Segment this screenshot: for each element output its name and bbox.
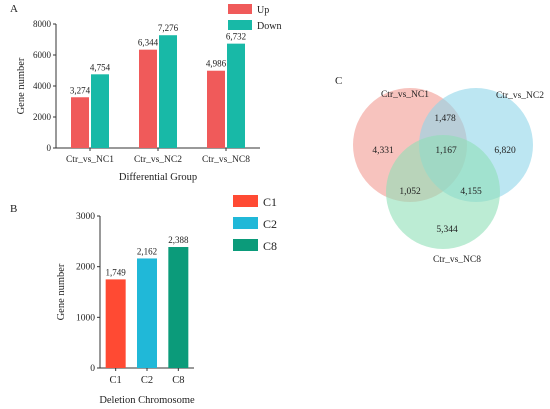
- venn-region-only-nc2: 6,820: [494, 146, 516, 156]
- panel-b-y-tick-label: 1000: [76, 313, 95, 323]
- venn-circle-ctr_vs_nc8: [386, 135, 500, 249]
- panel-b-x-tick-label: C2: [141, 375, 153, 386]
- panel-a-y-tick-label: 6000: [33, 50, 52, 60]
- panel-a-bar-down: [159, 35, 177, 148]
- panel-a-chart: 0 2000 4000 6000 8000 3,274 4,754 Ctr_vs_NC1 6,3…: [16, 4, 281, 183]
- panel-b-x-axis-label: Deletion Chromosome: [99, 395, 195, 406]
- panel-b-letter: B: [10, 203, 17, 215]
- panel-a-bar-up: [71, 97, 89, 148]
- panel-c-venn: Ctr_vs_NC1 Ctr_vs_NC2 Ctr_vs_NC8 4,331 6,820…: [353, 88, 544, 265]
- panel-a-legend-swatch: [228, 20, 252, 30]
- panel-b-bar-c8: [168, 247, 189, 368]
- panel-b-y-tick-label: 3000: [76, 212, 95, 222]
- panel-a-y-tick-label: 8000: [33, 19, 52, 29]
- panel-b-bar-c1: [105, 279, 126, 368]
- panel-a-bar-down: [227, 43, 245, 148]
- panel-a-letter: A: [10, 3, 18, 15]
- panel-a-y-axis-label: Gene number: [16, 57, 27, 114]
- panel-b-y-tick-label: 0: [90, 364, 95, 374]
- panel-a-legend-label: Down: [257, 21, 281, 32]
- panel-b-data-label: 2,162: [137, 246, 157, 256]
- panel-b-legend-swatch: [233, 239, 258, 251]
- panel-b-legend-swatch: [233, 217, 258, 229]
- panel-a-data-label: 6,732: [226, 32, 246, 42]
- panel-a-x-tick-label: Ctr_vs_NC1: [66, 155, 114, 165]
- panel-b-x-tick-label: C1: [110, 375, 122, 386]
- panel-a-x-axis-label: Differential Group: [119, 172, 197, 183]
- panel-c-letter: C: [335, 75, 342, 87]
- panel-b-y-axis-label: Gene number: [56, 263, 67, 320]
- panel-b-legend-label: C2: [263, 217, 277, 231]
- venn-region-only-nc1: 4,331: [372, 146, 394, 156]
- panel-a-y-tick-label: 4000: [33, 81, 52, 91]
- panel-b-chart: 0 1000 2000 3000 1,749 C1 2,162 C2 2,388 C8 Deleti…: [56, 195, 277, 406]
- panel-a-bar-up: [207, 70, 225, 148]
- panel-b-data-label: 1,749: [106, 267, 127, 277]
- panel-b-bar-c2: [137, 258, 157, 368]
- panel-a-y-tick-label: 2000: [33, 112, 52, 122]
- venn-region-all: 1,167: [435, 146, 457, 156]
- venn-set-label: Ctr_vs_NC8: [433, 255, 481, 265]
- venn-region-nc1-nc2: 1,478: [434, 114, 456, 124]
- panel-a-legend-label: Up: [257, 5, 269, 16]
- panel-a-x-tick-label: Ctr_vs_NC8: [202, 155, 250, 165]
- panel-a-legend-swatch: [228, 4, 252, 14]
- panel-b-legend-label: C8: [263, 239, 277, 253]
- venn-region-nc1-nc8: 1,052: [399, 187, 421, 197]
- panel-a-y-tick-label: 0: [47, 143, 52, 153]
- panel-b-y-tick-label: 2000: [76, 263, 95, 273]
- panel-a-x-tick-label: Ctr_vs_NC2: [134, 155, 182, 165]
- venn-region-only-nc8: 5,344: [436, 225, 458, 235]
- panel-a-data-label: 3,274: [70, 85, 91, 95]
- panel-b-x-tick-label: C8: [172, 375, 184, 386]
- venn-set-label: Ctr_vs_NC2: [496, 91, 544, 101]
- panel-b-legend-label: C1: [263, 195, 277, 209]
- panel-a-data-label: 4,986: [206, 59, 227, 69]
- venn-region-nc2-nc8: 4,155: [460, 187, 482, 197]
- panel-a-bar-down: [91, 74, 109, 148]
- panel-a-data-label: 6,344: [138, 38, 159, 48]
- panel-b-legend-swatch: [233, 195, 258, 207]
- panel-a-data-label: 7,276: [158, 23, 179, 33]
- venn-set-label: Ctr_vs_NC1: [381, 90, 429, 100]
- panel-a-data-label: 4,754: [90, 62, 111, 72]
- panel-a-bar-up: [139, 49, 157, 148]
- panel-b-data-label: 2,388: [168, 235, 189, 245]
